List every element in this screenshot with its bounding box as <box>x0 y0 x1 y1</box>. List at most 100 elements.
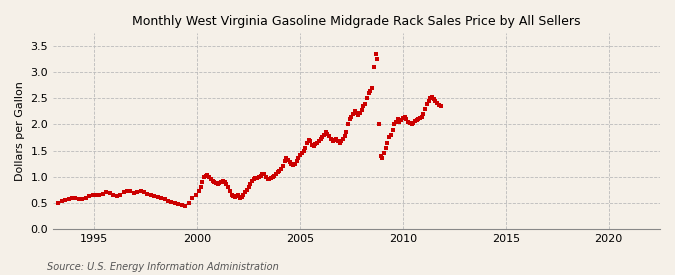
Point <box>176 202 187 207</box>
Point <box>342 122 353 127</box>
Point <box>213 182 223 186</box>
Point <box>416 114 427 119</box>
Point <box>238 192 249 197</box>
Point <box>90 192 101 197</box>
Point <box>372 57 383 62</box>
Point <box>279 159 290 163</box>
Point <box>433 103 444 107</box>
Point <box>53 200 63 205</box>
Point <box>404 121 415 126</box>
Point <box>334 141 345 145</box>
Point <box>381 146 392 150</box>
Point <box>288 163 298 167</box>
Point <box>221 182 232 186</box>
Point <box>394 120 405 124</box>
Point <box>435 104 446 108</box>
Point <box>375 153 386 158</box>
Point <box>94 192 105 197</box>
Point <box>186 196 197 201</box>
Point <box>377 156 387 161</box>
Point <box>300 146 310 150</box>
Point <box>264 177 275 181</box>
Point <box>122 188 132 193</box>
Point <box>423 99 434 103</box>
Point <box>325 137 336 141</box>
Point <box>340 134 350 138</box>
Point <box>257 172 268 176</box>
Point <box>414 116 425 120</box>
Point <box>317 135 327 140</box>
Point <box>246 178 257 183</box>
Point <box>389 122 400 127</box>
Point <box>308 144 319 148</box>
Point <box>163 198 173 203</box>
Point <box>425 96 435 101</box>
Point <box>219 180 230 184</box>
Point <box>410 119 421 123</box>
Point <box>351 111 362 115</box>
Point <box>236 195 247 200</box>
Point <box>194 189 205 193</box>
Point <box>385 133 396 137</box>
Point <box>252 175 263 180</box>
Point <box>166 199 177 204</box>
Point <box>248 177 259 181</box>
Point <box>281 156 292 161</box>
Point <box>98 192 109 196</box>
Point <box>277 164 288 168</box>
Point <box>254 174 265 179</box>
Point <box>259 172 269 176</box>
Point <box>383 135 394 140</box>
Point <box>216 180 227 184</box>
Point <box>135 189 146 193</box>
Point <box>101 190 111 194</box>
Point <box>197 180 208 184</box>
Point <box>354 111 365 115</box>
Point <box>232 194 242 199</box>
Point <box>180 204 190 208</box>
Point <box>365 89 376 93</box>
Point <box>206 177 217 181</box>
Point <box>217 178 228 183</box>
Point <box>402 120 413 124</box>
Point <box>314 139 325 143</box>
Point <box>243 185 254 189</box>
Point <box>207 178 218 183</box>
Point <box>411 118 422 122</box>
Point <box>273 170 284 175</box>
Point <box>173 202 184 206</box>
Point <box>77 197 88 201</box>
Point <box>265 176 276 180</box>
Point <box>227 194 238 199</box>
Point <box>80 196 91 200</box>
Point <box>262 177 273 181</box>
Point <box>115 192 126 197</box>
Point <box>322 132 333 136</box>
Point <box>335 139 346 143</box>
Point <box>396 118 406 122</box>
Point <box>138 190 149 194</box>
Point <box>108 193 119 197</box>
Point <box>284 160 295 164</box>
Point <box>87 193 98 197</box>
Point <box>204 174 215 179</box>
Point <box>399 114 410 119</box>
Point <box>298 148 309 153</box>
Point <box>356 108 367 112</box>
Point <box>202 173 213 177</box>
Point <box>283 158 294 162</box>
Point <box>338 137 348 141</box>
Point <box>250 176 261 180</box>
Point <box>128 191 139 195</box>
Point <box>125 189 136 193</box>
Title: Monthly West Virginia Gasoline Midgrade Rack Sales Price by All Sellers: Monthly West Virginia Gasoline Midgrade … <box>132 15 580 28</box>
Point <box>432 100 443 105</box>
Point <box>118 190 129 194</box>
Point <box>291 159 302 163</box>
Point <box>111 194 122 199</box>
Point <box>240 190 250 194</box>
Point <box>169 200 180 205</box>
Point <box>105 191 115 196</box>
Point <box>408 121 418 125</box>
Point <box>159 197 170 202</box>
